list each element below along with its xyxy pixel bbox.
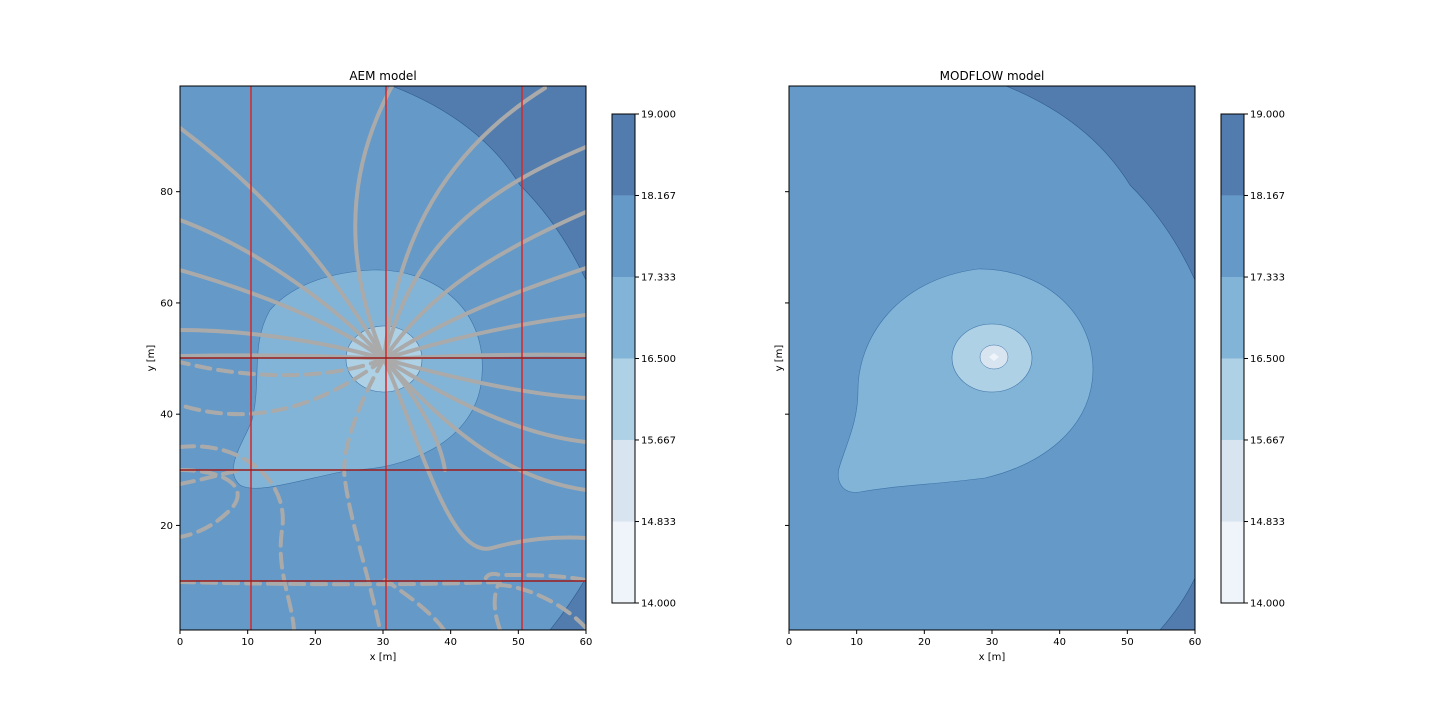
- aem-x-label: x [m]: [370, 652, 397, 663]
- dashed-streamline: [180, 580, 502, 587]
- colorbar-segment: [612, 439, 635, 522]
- aem-fill-level-6-top: [391, 86, 586, 281]
- streamline: [353, 86, 394, 361]
- y-tick-label: 40: [160, 410, 173, 421]
- modflow-colorbar: 14.000 14.833 15.667 16.500 17.333 18.167 19.0…: [1220, 110, 1285, 610]
- aem-y-label: y [m]: [146, 345, 157, 372]
- dashed-streamline: [383, 578, 446, 630]
- colorbar-tick-label: 16.500: [1250, 354, 1285, 365]
- colorbar-tick-label: 14.833: [641, 517, 676, 528]
- y-tick-label: 20: [160, 521, 173, 532]
- streamline: [180, 268, 386, 361]
- colorbar-segment: [612, 358, 635, 440]
- modflow-panel: MODFLOW model 0 10 20 30 40 50 60 x [m] y [m] …: [774, 69, 1285, 663]
- colorbar-tick-label: 15.667: [1250, 435, 1285, 446]
- x-tick-label: 20: [918, 637, 931, 648]
- colorbar-segment: [1221, 521, 1244, 603]
- colorbar-segment: [612, 277, 635, 359]
- x-tick-label: 30: [377, 637, 390, 648]
- dashed-streamline: [180, 468, 240, 539]
- aem-plot-area: [180, 86, 586, 630]
- x-tick-label: 50: [1121, 637, 1134, 648]
- modflow-x-label: x [m]: [979, 652, 1006, 663]
- colorbar-tick-label: 18.167: [641, 191, 676, 202]
- colorbar-tick-label: 14.000: [641, 599, 676, 610]
- colorbar-tick-label: 17.333: [641, 273, 676, 284]
- colorbar-segment: [1221, 195, 1244, 278]
- colorbar-segment: [612, 114, 635, 196]
- dashed-streamline: [180, 444, 296, 630]
- colorbar-tick-label: 14.833: [1250, 517, 1285, 528]
- dashed-streamline: [180, 357, 386, 417]
- colorbar-segment: [1221, 114, 1244, 196]
- aem-y-axis: 20 40 60 80: [160, 187, 180, 532]
- streamline: [382, 210, 586, 361]
- streamline: [180, 328, 386, 361]
- colorbar-tick-label: 17.333: [1250, 273, 1285, 284]
- streamline: [180, 126, 386, 361]
- x-tick-label: 40: [444, 637, 457, 648]
- streamline: [382, 313, 586, 361]
- modflow-fill-level-6-bottom: [1159, 577, 1195, 630]
- dashed-streamline: [483, 571, 586, 582]
- streamline: [382, 357, 586, 492]
- streamline: [382, 357, 586, 551]
- modflow-fill-level-6-top: [1005, 86, 1195, 281]
- streamline: [382, 266, 586, 361]
- modflow-fill-level-1: [989, 353, 999, 361]
- colorbar-segment: [612, 195, 635, 278]
- dashed-streamline: [180, 357, 386, 378]
- aem-streamlines: [180, 86, 586, 551]
- x-tick-label: 0: [786, 637, 792, 648]
- streamline: [382, 357, 586, 444]
- aem-colorbar: 14.000 14.833 15.667 16.500 17.333 18.167 19.0…: [611, 110, 676, 610]
- modflow-y-label: y [m]: [774, 345, 785, 372]
- modflow-title: MODFLOW model: [940, 69, 1045, 83]
- x-tick-label: 20: [309, 637, 322, 648]
- streamline: [382, 86, 547, 361]
- colorbar-tick-label: 19.000: [1250, 110, 1285, 121]
- streamline: [382, 145, 586, 361]
- y-tick-label: 60: [160, 298, 173, 309]
- colorbar-tick-label: 19.000: [641, 110, 676, 121]
- x-tick-label: 0: [177, 637, 183, 648]
- colorbar-tick-label: 15.667: [641, 435, 676, 446]
- colorbar-tick-label: 14.000: [1250, 599, 1285, 610]
- streamline: [382, 357, 586, 400]
- modflow-plot-area: [789, 86, 1195, 630]
- dashed-streamline: [492, 582, 586, 630]
- colorbar-segment: [612, 521, 635, 603]
- colorbar-segment: [1221, 358, 1244, 440]
- colorbar-tick-label: 18.167: [1250, 191, 1285, 202]
- y-tick-label: 80: [160, 187, 173, 198]
- x-tick-label: 60: [1189, 637, 1202, 648]
- streamline: [180, 218, 386, 361]
- x-tick-label: 40: [1053, 637, 1066, 648]
- x-tick-label: 10: [850, 637, 863, 648]
- colorbar-segment: [1221, 277, 1244, 359]
- modflow-x-axis: 0 10 20 30 40 50 60: [786, 630, 1202, 648]
- x-tick-label: 10: [241, 637, 254, 648]
- modflow-y-axis: [785, 191, 789, 526]
- x-tick-label: 30: [986, 637, 999, 648]
- colorbar-tick-label: 16.500: [641, 354, 676, 365]
- colorbar-segment: [1221, 439, 1244, 522]
- aem-x-axis: 0 10 20 30 40 50 60: [177, 630, 593, 648]
- aem-red-lines: [180, 86, 586, 630]
- aem-title: AEM model: [349, 69, 416, 83]
- aem-panel: AEM model: [146, 69, 676, 663]
- x-tick-label: 60: [580, 637, 593, 648]
- x-tick-label: 50: [512, 637, 525, 648]
- streamline: [382, 357, 447, 472]
